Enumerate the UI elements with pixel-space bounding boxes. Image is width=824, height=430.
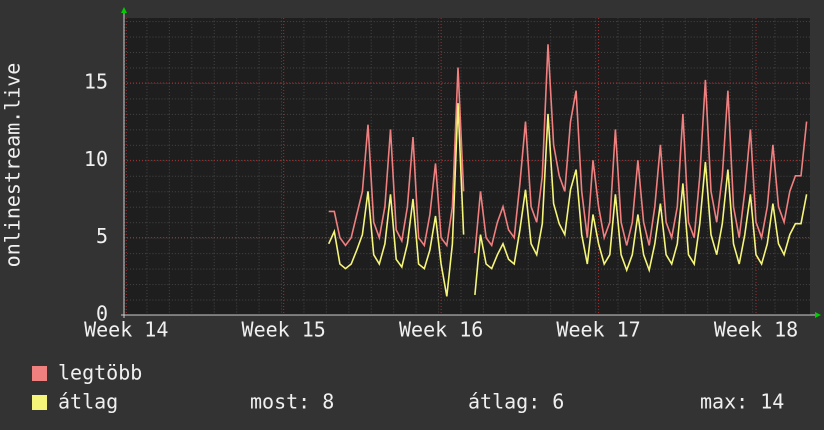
legend-swatch <box>32 366 47 381</box>
lines <box>327 44 808 297</box>
series-line <box>328 44 808 254</box>
x-tick-label: Week 17 <box>556 318 640 342</box>
series-line <box>327 103 808 297</box>
legend-swatch <box>32 395 47 410</box>
legend-label: legtöbb <box>58 361 142 385</box>
x-tick-label: Week 18 <box>714 318 798 342</box>
legend-stat: max: 14 <box>700 390 784 414</box>
legend-stat: átlag: 6 <box>468 390 564 414</box>
legend-stat: most: 8 <box>250 390 334 414</box>
x-arrow <box>815 312 821 318</box>
labels: 0 5 10 15 Week 14 Week 15 Week 16 Week 17 Week 1… <box>84 69 798 341</box>
legend-label: átlag <box>58 390 118 414</box>
y-tick-label: 5 <box>96 224 108 248</box>
y-tick-label: 15 <box>84 69 108 93</box>
legend: legtöbb átlag most: 8 átlag: 6 max: 14 <box>32 361 784 414</box>
x-tick-label: Week 14 <box>84 318 168 342</box>
y-arrow <box>121 7 127 13</box>
minor-grid <box>124 18 810 315</box>
y-tick-label: 10 <box>84 147 108 171</box>
x-tick-label: Week 15 <box>242 318 326 342</box>
y-tick-label: 0 <box>96 302 108 326</box>
x-tick-label: Week 16 <box>399 318 483 342</box>
y-axis-label: onlinestream.live <box>1 63 25 268</box>
